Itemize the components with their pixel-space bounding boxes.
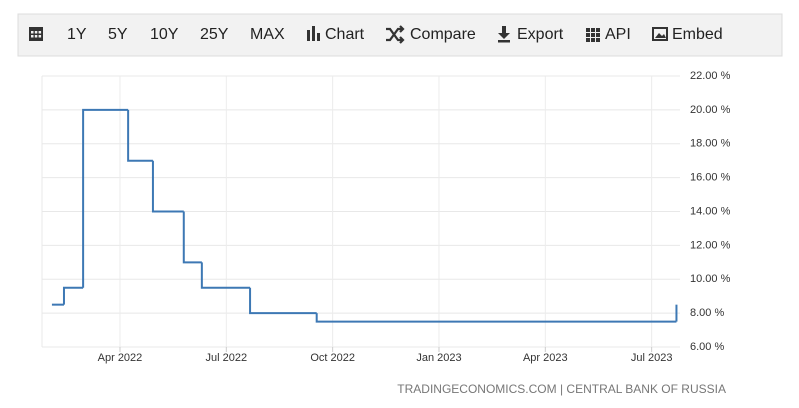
toolbar-button[interactable]: 1Y [67,26,87,43]
toolbar-bg [17,13,783,57]
toolbar: 1Y 5Y 10Y 25Y MAX Chart Compare Export API Embed [17,13,783,57]
line-step [315,313,677,323]
x-tick-label: Jul 2022 [206,352,248,364]
y-tick-label: 16.00 % [690,172,731,184]
toolbar-button[interactable]: MAX [250,26,285,43]
y-tick-label: 12.00 % [690,239,731,251]
y-tick-label: 8.00 % [690,307,724,319]
line-step [82,108,129,288]
y-tick-label: 6.00 % [690,341,724,353]
toolbar-button[interactable]: Embed [672,26,723,43]
y-tick-label: 20.00 % [690,104,731,116]
x-tick-label: Jul 2023 [631,352,673,364]
line-step [200,262,251,289]
toolbar-button[interactable]: Export [517,26,564,43]
y-tick-label: 18.00 % [690,138,731,150]
line-step [127,109,153,162]
line-step [249,287,317,315]
api-icon [586,28,600,42]
y-tick-label: 14.00 % [690,205,731,217]
chart-icon [307,26,320,41]
x-tick-label: Jan 2023 [416,352,461,364]
source-label: TRADINGECONOMICS.COM | CENTRAL BANK OF R… [397,382,726,396]
calendar-icon [29,27,43,41]
export-icon [498,26,510,43]
toolbar-button[interactable]: Compare [410,26,476,43]
toolbar-button[interactable]: 25Y [200,26,229,43]
line-step [182,211,202,264]
toolbar-button[interactable]: API [605,26,631,43]
line-step [62,286,84,305]
toolbar-button[interactable]: Chart [325,26,365,43]
x-tick-label: Apr 2022 [98,352,143,364]
compare-icon [386,25,405,44]
line-step [151,160,184,213]
toolbar-button[interactable]: 5Y [108,26,128,43]
toolbar-button[interactable]: 10Y [150,26,179,43]
calendar-cells [31,31,42,38]
x-tick-label: Apr 2023 [523,352,568,364]
x-tick-label: Oct 2022 [310,352,355,364]
plot: 6.00 % 8.00 % 10.00 % 12.00 % 14.00 % 16.00 %… [41,70,731,396]
embed-icon [652,27,668,41]
y-tick-label: 10.00 % [690,273,731,285]
calendar-button[interactable] [29,27,43,41]
y-tick-label: 22.00 % [690,70,731,82]
